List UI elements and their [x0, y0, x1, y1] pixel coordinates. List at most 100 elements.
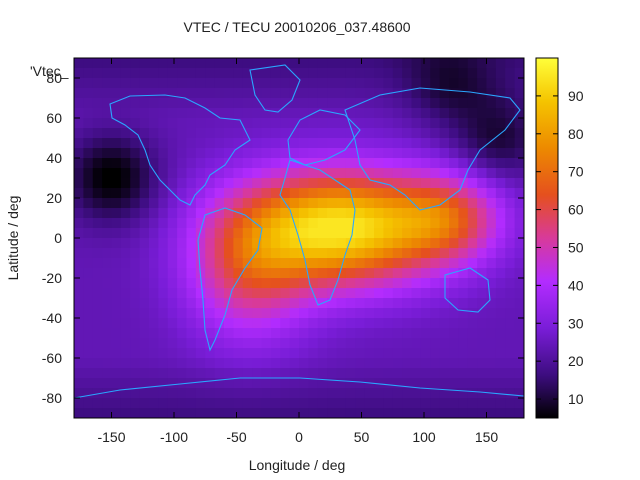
heatmap-cell — [167, 148, 178, 159]
heatmap-cell — [214, 118, 225, 129]
heatmap-cell — [477, 198, 488, 209]
heatmap-cell — [149, 348, 159, 359]
heatmap-cell — [345, 138, 356, 149]
heatmap-cell — [92, 148, 103, 159]
heatmap-cell — [299, 368, 309, 379]
heatmap-cell — [402, 198, 413, 209]
heatmap-cell — [411, 138, 422, 149]
heatmap-cell — [224, 78, 234, 89]
heatmap-cell — [252, 348, 263, 359]
heatmap-cell — [111, 248, 122, 259]
heatmap-cell — [158, 258, 169, 269]
heatmap-cell — [139, 78, 150, 89]
heatmap-cell — [130, 378, 141, 389]
heatmap-cell — [336, 98, 347, 109]
heatmap-cell — [130, 158, 141, 169]
heatmap-cell — [111, 378, 122, 389]
heatmap-cell — [374, 388, 384, 399]
heatmap-cell — [383, 318, 394, 329]
heatmap-cell — [477, 108, 488, 119]
x-tick-label: -50 — [226, 429, 246, 445]
colorbar — [535, 57, 559, 419]
heatmap-cell — [195, 78, 206, 89]
heatmap-cell — [467, 388, 478, 399]
heatmap-cell — [374, 78, 384, 89]
heatmap-cell — [224, 108, 234, 119]
heatmap-cell — [364, 278, 375, 289]
heatmap-cell — [505, 98, 516, 109]
heatmap-cell — [102, 78, 113, 89]
heatmap-cell — [149, 258, 159, 269]
heatmap-cell — [467, 148, 478, 159]
heatmap-cell — [280, 288, 291, 299]
heatmap-cell — [195, 138, 206, 149]
heatmap-cell — [299, 338, 309, 349]
heatmap-cell — [139, 368, 150, 379]
heatmap-cell — [327, 298, 338, 309]
heatmap-cell — [345, 228, 356, 239]
heatmap-cell — [345, 258, 356, 269]
heatmap-cell — [289, 288, 300, 299]
heatmap-cell — [299, 398, 309, 409]
heatmap-cell — [92, 218, 103, 229]
heatmap-cell — [111, 148, 122, 159]
heatmap-cell — [449, 368, 459, 379]
heatmap-cell — [158, 348, 169, 359]
heatmap-cell — [430, 358, 441, 369]
heatmap-cell — [449, 108, 459, 119]
heatmap-cell — [224, 218, 234, 229]
heatmap-cell — [477, 388, 488, 399]
heatmap-cell — [242, 228, 253, 239]
heatmap-cell — [317, 398, 328, 409]
heatmap-cell — [177, 358, 188, 369]
heatmap-cell — [299, 218, 309, 229]
heatmap-cell — [111, 68, 122, 79]
heatmap-cell — [252, 358, 263, 369]
heatmap-cell — [383, 288, 394, 299]
heatmap-cell — [252, 328, 263, 339]
heatmap-cell — [505, 238, 516, 249]
heatmap-cell — [242, 78, 253, 89]
heatmap-cell — [439, 188, 450, 199]
heatmap-cell — [261, 268, 272, 279]
heatmap-cell — [270, 278, 281, 289]
heatmap-cell — [261, 248, 272, 259]
coastline-antarctica — [74, 377, 524, 399]
heatmap-cell — [186, 308, 197, 319]
heatmap-cell — [224, 248, 234, 259]
heatmap-cell — [167, 388, 178, 399]
heatmap-cell — [495, 328, 506, 339]
heatmap-cell — [205, 98, 216, 109]
heatmap-cell — [308, 168, 319, 179]
heatmap-cell — [270, 348, 281, 359]
heatmap-cell — [120, 328, 131, 339]
heatmap-cell — [83, 138, 94, 149]
heatmap-cell — [477, 128, 488, 139]
heatmap-cell — [430, 338, 441, 349]
heatmap-cell — [439, 238, 450, 249]
heatmap-cell — [505, 318, 516, 329]
heatmap-cell — [374, 268, 384, 279]
heatmap-cell — [317, 68, 328, 79]
heatmap-cell — [383, 78, 394, 89]
heatmap-cell — [449, 258, 459, 269]
heatmap-cell — [317, 58, 328, 69]
heatmap-cell — [139, 398, 150, 409]
y-axis-label: Latitude / deg — [5, 196, 21, 281]
heatmap-cell — [317, 408, 328, 418]
heatmap-cell — [477, 348, 488, 359]
heatmap-cell — [102, 88, 113, 99]
heatmap-cell — [195, 168, 206, 179]
heatmap-cell — [102, 388, 113, 399]
heatmap-cell — [214, 358, 225, 369]
heatmap-cell — [495, 388, 506, 399]
heatmap-cell — [270, 158, 281, 169]
heatmap-cell — [167, 338, 178, 349]
heatmap-cell — [505, 378, 516, 389]
heatmap-cell — [158, 88, 169, 99]
heatmap-cell — [411, 398, 422, 409]
heatmap-cell — [308, 138, 319, 149]
heatmap-cell — [289, 198, 300, 209]
heatmap-cell — [449, 398, 459, 409]
corner-label: 'Vtec_ — [30, 63, 69, 79]
